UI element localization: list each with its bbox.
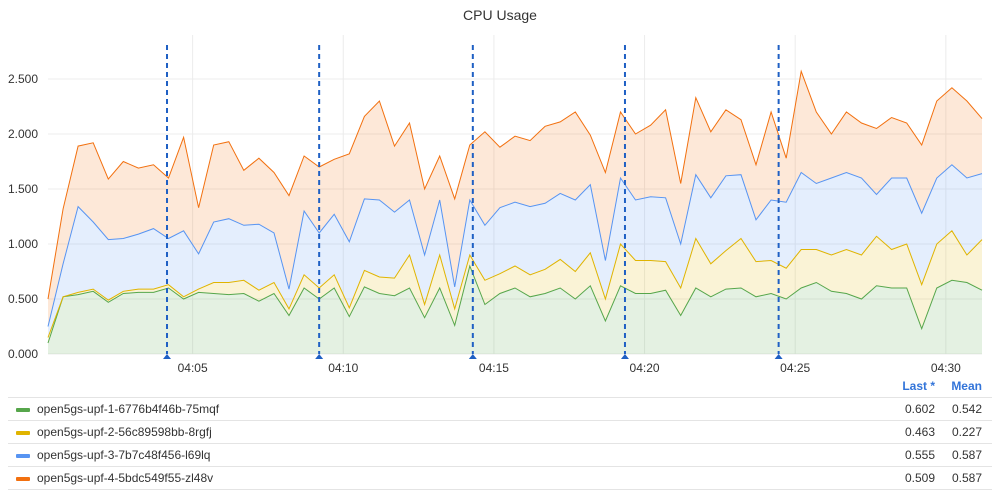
series-color-swatch[interactable] [16,454,30,458]
series-2-area [48,230,982,343]
y-tick-label: 1.500 [8,182,38,196]
x-tick-label: 04:20 [630,361,660,375]
x-tick-label: 04:05 [178,361,208,375]
legend-last-value: 0.555 [904,448,935,462]
legend-table: Last * Mean open5gs-upf-1-6776b4f46b-75m… [8,375,992,490]
series-4-area [48,71,982,327]
y-tick-label: 0.000 [8,347,38,361]
legend-series-name[interactable]: open5gs-upf-3-7b7c48f456-l69lq [37,448,211,462]
annotation-marker-triangle [620,354,629,359]
series-color-swatch[interactable] [16,408,30,412]
x-tick-label: 04:30 [931,361,961,375]
legend-row-1[interactable]: open5gs-upf-1-6776b4f46b-75mqf 0.602 0.5… [8,397,992,420]
legend-series-name[interactable]: open5gs-upf-2-56c89598bb-8rgfj [37,425,212,439]
series-1-area [48,266,982,354]
y-tick-label: 2.500 [8,72,38,86]
annotation-marker-triangle [163,354,172,359]
legend-header-mean[interactable]: Mean [951,379,982,393]
legend-mean-value: 0.587 [951,471,982,485]
series-2-line [47,230,983,338]
series-4-line [47,69,983,300]
y-tick-label: 0.500 [8,292,38,306]
legend-series-name[interactable]: open5gs-upf-4-5bdc549f55-zl48v [37,471,214,485]
x-tick-label: 04:10 [328,361,358,375]
y-tick-label: 2.000 [8,127,38,141]
legend-header: Last * Mean [8,375,992,397]
legend-row-3[interactable]: open5gs-upf-3-7b7c48f456-l69lq 0.555 0.5… [8,443,992,466]
annotation-marker-triangle [774,354,783,359]
series-color-swatch[interactable] [16,431,30,435]
legend-mean-value: 0.542 [951,402,982,416]
legend-header-last[interactable]: Last * [902,379,935,393]
legend-row-4[interactable]: open5gs-upf-4-5bdc549f55-zl48v 0.509 0.5… [8,466,992,490]
x-tick-label: 04:25 [780,361,810,375]
series-3-area [48,164,982,338]
series-3-line [47,164,983,327]
legend-mean-value: 0.227 [951,425,982,439]
x-tick-label: 04:15 [479,361,509,375]
annotation-marker-triangle [468,354,477,359]
y-tick-label: 1.000 [8,237,38,251]
cpu-usage-chart[interactable]: 0.000 0.500 1.000 1.500 2.000 2.500 04:05 04:10… [0,0,1000,375]
legend-last-value: 0.602 [904,402,935,416]
annotation-marker-triangle [315,354,324,359]
panel-title[interactable]: CPU Usage [463,7,537,23]
legend-mean-value: 0.587 [951,448,982,462]
series-1-line [47,264,983,344]
legend-last-value: 0.509 [904,471,935,485]
legend-row-2[interactable]: open5gs-upf-2-56c89598bb-8rgfj 0.463 0.2… [8,420,992,443]
legend-series-name[interactable]: open5gs-upf-1-6776b4f46b-75mqf [37,402,220,416]
legend-last-value: 0.463 [904,425,935,439]
series-color-swatch[interactable] [16,477,30,481]
